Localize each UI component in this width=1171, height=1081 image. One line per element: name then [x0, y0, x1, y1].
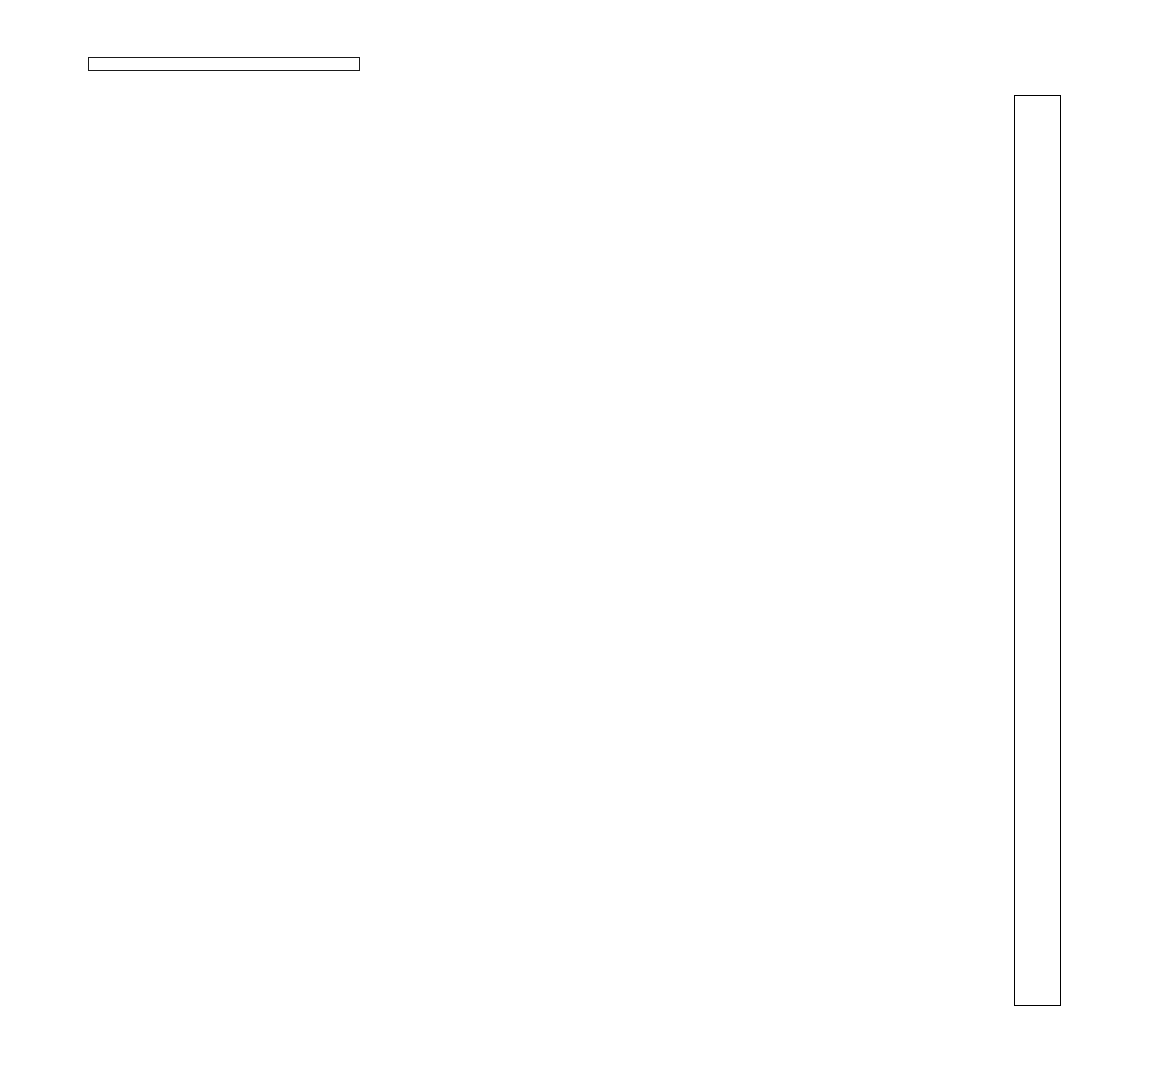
product-info-box: [88, 57, 360, 71]
radar-map-svg: [75, 42, 958, 1045]
colorbar: [1014, 95, 1061, 1006]
radar-plot-area: [75, 42, 958, 1045]
